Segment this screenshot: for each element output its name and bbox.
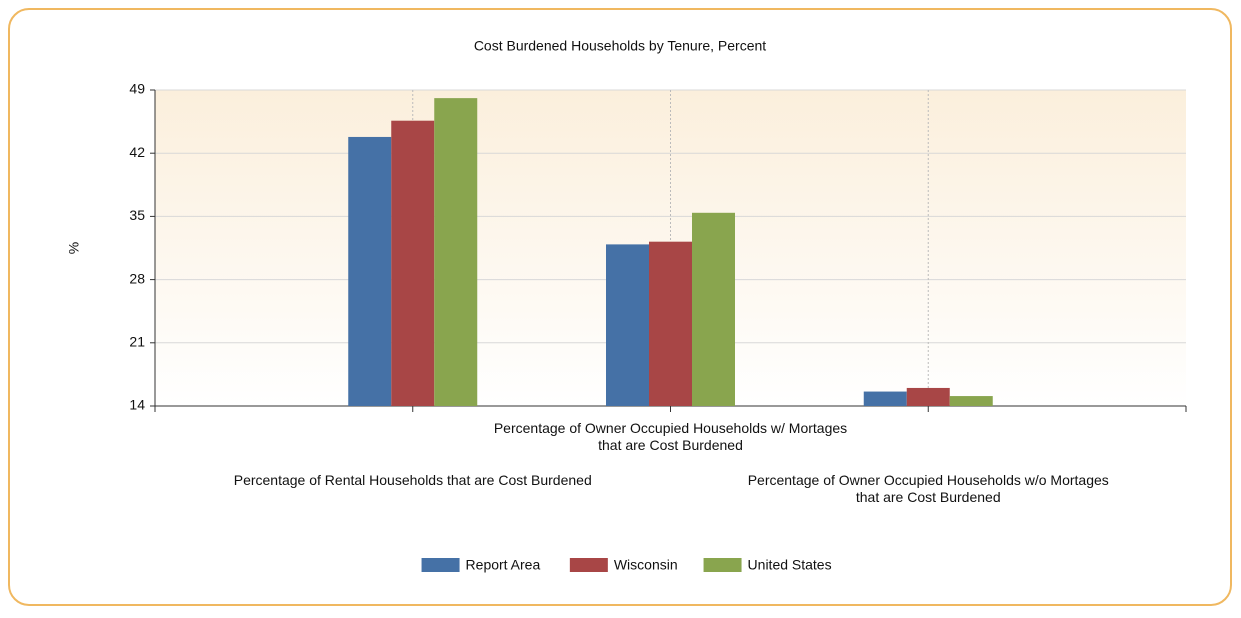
bar — [906, 387, 950, 406]
x-tick-label: Percentage of Owner Occupied Households … — [494, 420, 847, 453]
legend-swatch — [569, 558, 608, 572]
y-tick-label: 28 — [129, 270, 145, 286]
legend-label: Report Area — [466, 557, 541, 573]
bar — [606, 244, 649, 406]
y-tick-label: 21 — [129, 334, 145, 350]
bar — [649, 241, 692, 406]
bar — [348, 136, 392, 406]
y-axis-label: % — [66, 242, 82, 254]
legend-label: United States — [748, 557, 832, 573]
y-tick-label: 49 — [129, 81, 145, 97]
x-tick-label-line: Percentage of Rental Households that are… — [234, 472, 592, 488]
legend-label: Wisconsin — [614, 557, 678, 573]
y-tick-label: 14 — [129, 397, 145, 413]
x-tick-label-line: Percentage of Owner Occupied Households … — [494, 420, 847, 436]
x-tick-label-line: that are Cost Burdened — [856, 489, 1001, 505]
x-tick-label: Percentage of Owner Occupied Households … — [748, 472, 1109, 505]
legend-swatch — [421, 558, 460, 572]
chart-title: Cost Burdened Households by Tenure, Perc… — [474, 38, 766, 54]
y-tick-label: 42 — [129, 144, 145, 160]
bar — [863, 391, 907, 406]
bar — [949, 396, 993, 406]
bar — [434, 98, 478, 406]
x-tick-label-line: that are Cost Burdened — [598, 437, 743, 453]
y-tick-label: 35 — [129, 207, 145, 223]
legend-swatch — [703, 558, 742, 572]
bar — [692, 212, 735, 406]
x-tick-label: Percentage of Rental Households that are… — [234, 472, 592, 488]
x-tick-label-line: Percentage of Owner Occupied Households … — [748, 472, 1109, 488]
bar — [391, 120, 435, 406]
